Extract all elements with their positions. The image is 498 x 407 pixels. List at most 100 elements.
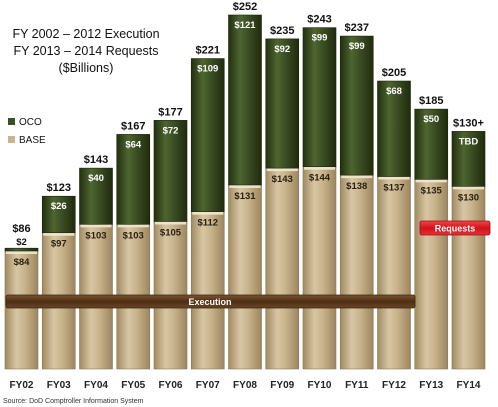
requests-banner-bar bbox=[419, 220, 491, 236]
base-bar-fy10 bbox=[302, 166, 337, 370]
total-label-fy09: $235 bbox=[270, 25, 294, 37]
oco-value-label-fy13: $50 bbox=[423, 114, 439, 125]
x-tick-label-fy12: FY12 bbox=[382, 380, 406, 391]
oco-bar-fy05 bbox=[116, 134, 151, 225]
base-bar-fy14 bbox=[451, 186, 486, 370]
requests-banner: Requests bbox=[419, 220, 491, 236]
oco-bar-fy13 bbox=[414, 108, 449, 180]
oco-value-label-fy12: $68 bbox=[386, 86, 402, 97]
base-value-label-fy02: $84 bbox=[14, 257, 31, 268]
base-value-label-fy10: $144 bbox=[309, 173, 331, 184]
oco-bar-fy02 bbox=[4, 247, 39, 252]
base-value-label-fy11: $138 bbox=[346, 181, 367, 192]
total-label-fy14: $130+ bbox=[453, 117, 484, 129]
base-bar-highlight-fy02 bbox=[6, 251, 37, 254]
execution-banner: Execution bbox=[5, 294, 416, 309]
x-tick-label-fy04: FY04 bbox=[84, 380, 108, 391]
base-bar-highlight-fy05 bbox=[117, 224, 149, 228]
oco-value-label-fy09: $92 bbox=[274, 44, 290, 55]
total-label-fy07: $221 bbox=[196, 45, 220, 57]
total-label-fy03: $123 bbox=[47, 182, 71, 194]
source-note: Source: DoD Comptroller Information Syst… bbox=[3, 398, 144, 405]
total-label-fy04: $143 bbox=[84, 154, 108, 166]
total-label-fy10: $243 bbox=[307, 14, 331, 26]
chart-title-line-2: FY 2013 – 2014 Requests bbox=[13, 44, 158, 58]
legend-base-swatch bbox=[8, 136, 15, 143]
legend-oco-label: OCO bbox=[19, 117, 42, 128]
oco-bar-fy04 bbox=[79, 167, 113, 225]
oco-value-label-fy02: $2 bbox=[16, 237, 27, 248]
base-value-label-fy12: $137 bbox=[383, 183, 404, 194]
base-value-label-fy04: $103 bbox=[85, 230, 106, 241]
chart-title-line-3: ($Billions) bbox=[59, 61, 114, 75]
x-tick-label-fy11: FY11 bbox=[345, 380, 369, 391]
base-bar-highlight-fy04 bbox=[80, 224, 112, 228]
base-bar-highlight-fy13 bbox=[415, 179, 447, 183]
base-bar-highlight-fy07 bbox=[192, 211, 224, 215]
base-value-label-fy08: $131 bbox=[234, 191, 256, 202]
base-bar-highlight-fy14 bbox=[453, 186, 484, 190]
base-bar-highlight-fy06 bbox=[155, 221, 186, 225]
base-bar-fy12 bbox=[377, 176, 411, 370]
oco-value-label-fy03: $26 bbox=[51, 201, 67, 212]
base-bar-fy13 bbox=[414, 179, 449, 370]
x-tick-label-fy03: FY03 bbox=[47, 380, 71, 391]
x-tick-label-fy14: FY14 bbox=[457, 380, 481, 391]
base-bar-highlight-fy11 bbox=[341, 175, 373, 179]
x-tick-label-fy05: FY05 bbox=[121, 380, 145, 391]
chart-title-line-1: FY 2002 – 2012 Execution bbox=[12, 27, 159, 41]
oco-value-label-fy06: $72 bbox=[163, 125, 179, 136]
base-value-label-fy06: $105 bbox=[160, 228, 182, 239]
base-bar-highlight-fy08 bbox=[229, 184, 261, 188]
bars-layer bbox=[4, 14, 486, 370]
x-tick-label-fy09: FY09 bbox=[270, 380, 294, 391]
total-label-fy13: $185 bbox=[419, 95, 443, 107]
base-bar-fy02 bbox=[4, 250, 39, 370]
base-value-label-fy03: $97 bbox=[51, 239, 67, 250]
x-tick-label-fy10: FY10 bbox=[308, 380, 332, 391]
labels-layer: $2 $84 $86 FY02 $26 $97 $123 FY03 $40 $103 $143 FY0… bbox=[10, 1, 484, 391]
total-label-fy06: $177 bbox=[158, 106, 182, 118]
x-tick-label-fy02: FY02 bbox=[10, 380, 34, 391]
total-label-fy11: $237 bbox=[345, 22, 369, 34]
oco-value-label-fy07: $109 bbox=[197, 64, 218, 75]
base-value-label-fy14: $130 bbox=[458, 192, 479, 203]
base-bar-highlight-fy03 bbox=[43, 232, 75, 236]
base-bar-fy09 bbox=[265, 167, 300, 370]
oco-value-label-fy08: $121 bbox=[234, 20, 256, 31]
oco-value-label-fy11: $99 bbox=[349, 41, 365, 52]
execution-banner-label: Execution bbox=[188, 297, 231, 307]
oco-bar-fy11 bbox=[339, 35, 374, 176]
oco-bar-fy03 bbox=[41, 195, 76, 234]
base-bar-highlight-fy09 bbox=[266, 168, 298, 172]
base-value-label-fy05: $103 bbox=[123, 230, 144, 241]
x-tick-label-fy07: FY07 bbox=[196, 380, 220, 391]
base-bar-highlight-fy10 bbox=[304, 166, 335, 170]
oco-bar-fy08 bbox=[228, 14, 262, 186]
total-label-fy08: $252 bbox=[233, 1, 257, 13]
oco-value-label-fy14: TBD bbox=[459, 136, 479, 147]
base-value-label-fy09: $143 bbox=[272, 174, 293, 185]
oco-value-label-fy05: $64 bbox=[125, 139, 142, 150]
x-tick-label-fy13: FY13 bbox=[419, 380, 443, 391]
base-bar-fy07 bbox=[190, 211, 225, 370]
execution-banner-bar bbox=[5, 294, 416, 309]
legend-oco-swatch bbox=[8, 118, 15, 125]
total-label-fy02: $86 bbox=[12, 223, 30, 235]
oco-bar-fy06 bbox=[153, 120, 188, 222]
oco-bar-fy14 bbox=[451, 131, 486, 187]
base-bar-fy08 bbox=[228, 184, 262, 370]
oco-value-label-fy10: $99 bbox=[312, 33, 328, 44]
oco-bar-fy10 bbox=[302, 27, 337, 168]
base-value-label-fy07: $112 bbox=[197, 218, 218, 229]
oco-bar-fy07 bbox=[190, 58, 225, 212]
oco-bar-fy12 bbox=[377, 80, 411, 177]
requests-banner-label: Requests bbox=[435, 224, 476, 234]
x-tick-label-fy08: FY08 bbox=[233, 380, 257, 391]
total-label-fy05: $167 bbox=[121, 120, 145, 132]
legend-base-label: BASE bbox=[19, 135, 46, 146]
oco-value-label-fy04: $40 bbox=[88, 173, 104, 184]
base-value-label-fy13: $135 bbox=[421, 185, 443, 196]
